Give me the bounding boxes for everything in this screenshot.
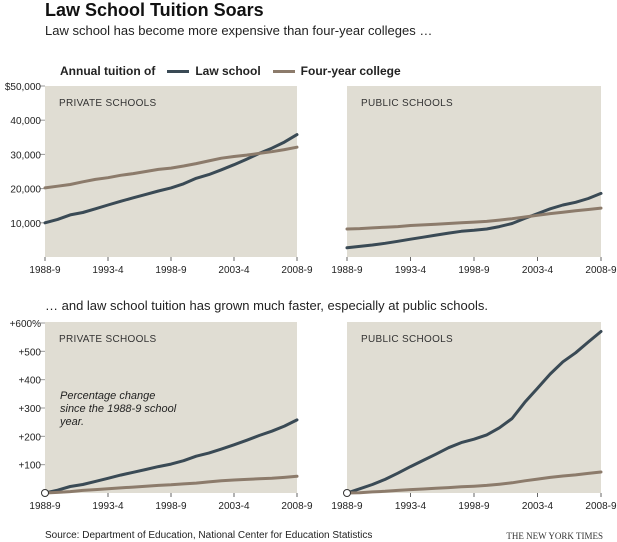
panel-tuition-right-xtick-label: 1988-9 xyxy=(331,265,363,276)
panel-tuition-left-xtick-label: 2003-4 xyxy=(218,265,250,276)
credit-line: THE NEW YORK TIMES xyxy=(506,531,603,541)
panel-change-left-line-four-year-college xyxy=(43,474,299,495)
panel-change-left-xtick-label: 2003-4 xyxy=(218,501,250,512)
panel-change-left-line-law-school xyxy=(43,418,299,495)
panel-tuition-left-background xyxy=(45,86,297,257)
panel-tuition-right-xtick-label: 2008-9 xyxy=(585,265,617,276)
panel-tuition-left-xtick-label: 1993-4 xyxy=(92,265,124,276)
panel-change-right-xtick-label: 1998-9 xyxy=(458,501,490,512)
panel-change-right-line-law-school xyxy=(345,330,603,495)
panel-tuition-right-xtick-label: 1998-9 xyxy=(458,265,490,276)
panel-change-left-xtick-label: 1998-9 xyxy=(155,501,187,512)
panel-change-left-ytick-label: +600% xyxy=(10,319,42,330)
panel-tuition-left-ytick-label: $50,000 xyxy=(5,82,42,93)
panel-change-left-xtick-label: 1988-9 xyxy=(29,501,61,512)
panel-change-left-xtick-label: 2008-9 xyxy=(281,501,313,512)
panel-tuition-right-line-four-year-college xyxy=(345,206,603,231)
panel-change-right-label: PUBLIC SCHOOLS xyxy=(361,334,453,345)
panel-change-left-ytick-label: +400 xyxy=(18,376,41,387)
panel-change-right-line-four-year-college xyxy=(345,470,603,495)
panel-tuition-left-line-four-year-college xyxy=(43,145,299,190)
panel-tuition-left-ytick-label: 40,000 xyxy=(10,116,41,127)
panel-change-right-xtick-label: 2008-9 xyxy=(585,501,617,512)
panel-change-left-ytick-label: +300 xyxy=(18,404,41,415)
legend: Annual tuition of Law school Four-year c… xyxy=(60,64,401,78)
panel-tuition-left-ytick-label: 10,000 xyxy=(10,219,41,230)
legend-prefix: Annual tuition of xyxy=(60,64,156,78)
source-note: Source: Department of Education, Nationa… xyxy=(45,530,373,541)
panel-change-left-ytick-label: +200 xyxy=(18,432,41,443)
panel-tuition-left-xtick-label: 1988-9 xyxy=(29,265,61,276)
legend-swatch-law xyxy=(167,69,190,73)
panel-change-left-origin-marker xyxy=(41,489,49,497)
panel-tuition-left-xtick-label: 1998-9 xyxy=(155,265,187,276)
panel-change-right-origin-marker xyxy=(343,489,351,497)
panel-tuition-right-xtick-label: 2003-4 xyxy=(522,265,554,276)
legend-label-law: Law school xyxy=(195,64,261,78)
panel-change-left-label: PRIVATE SCHOOLS xyxy=(59,334,157,345)
panel-change-right-xtick-label: 2003-4 xyxy=(522,501,554,512)
panel-change-right-xtick-label: 1988-9 xyxy=(331,501,363,512)
chart-title: Law School Tuition Soars xyxy=(45,0,264,20)
panel-change-left-ytick-label: +500 xyxy=(18,347,41,358)
panel-change-left-annotation-line: since the 1988-9 school xyxy=(60,403,177,415)
panel-change-right-xtick-label: 1993-4 xyxy=(395,501,427,512)
legend-label-college: Four-year college xyxy=(300,64,401,78)
panel-change-left-xtick-label: 1993-4 xyxy=(92,501,124,512)
panel-tuition-left-label: PRIVATE SCHOOLS xyxy=(59,98,157,109)
panel-change-left-annotation-line: Percentage change xyxy=(60,390,155,402)
panel-tuition-right-xtick-label: 1993-4 xyxy=(395,265,427,276)
panel-change-left-ytick-label: +100 xyxy=(18,461,41,472)
panel-change-right-background xyxy=(347,322,601,493)
panel-tuition-left-ytick-label: 30,000 xyxy=(10,150,41,161)
panel-tuition-left-ytick-label: 20,000 xyxy=(10,185,41,196)
bottom-subtitle: … and law school tuition has grown much … xyxy=(45,298,488,313)
panel-tuition-left-xtick-label: 2008-9 xyxy=(281,265,313,276)
panel-tuition-right-line-law-school xyxy=(345,191,603,250)
panel-change-left-annotation-line: year. xyxy=(59,416,84,428)
legend-swatch-college xyxy=(272,69,295,73)
top-subtitle: Law school has become more expensive tha… xyxy=(45,23,433,38)
panel-tuition-right-label: PUBLIC SCHOOLS xyxy=(361,98,453,109)
